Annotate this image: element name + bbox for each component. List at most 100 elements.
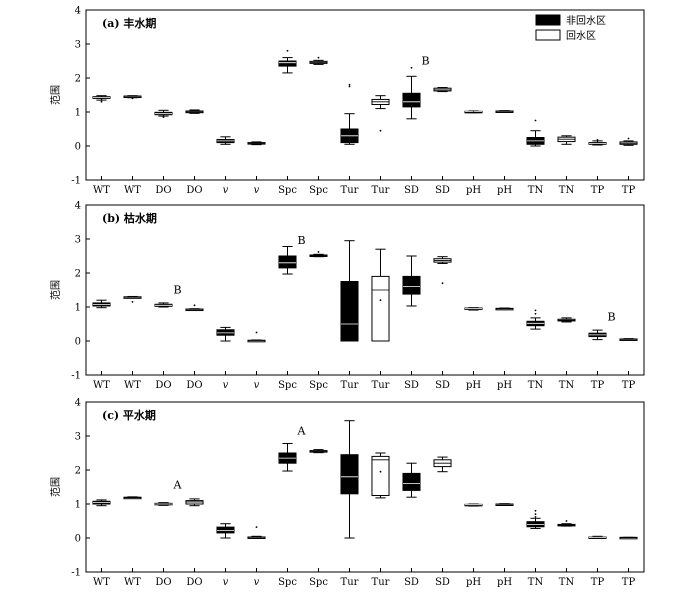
outlier-point <box>410 66 413 69</box>
y-tick-label: 0 <box>75 534 81 545</box>
category-label: TN <box>528 185 544 196</box>
category-label: pH <box>466 380 481 391</box>
box-12 <box>464 503 483 507</box>
significance-letter: A <box>297 424 307 437</box>
outlier-point <box>441 282 444 285</box>
category-label: TP <box>591 380 605 391</box>
chart-panel-1: -1 0 1 2 3 4 范围 (a) 丰水期 WT WT DO DO v v Spc Spc Tur Tur SD… <box>49 6 645 196</box>
category-label: SD <box>435 380 450 391</box>
box-1 <box>123 295 142 303</box>
panel-title: (b) 枯水期 <box>102 211 157 225</box>
box-6 <box>278 245 297 275</box>
category-label: WT <box>93 380 110 391</box>
box-9 <box>371 95 390 132</box>
box-6 <box>278 49 297 74</box>
box-13 <box>495 110 514 113</box>
category-label: WT <box>124 185 141 196</box>
box-11 <box>433 256 452 285</box>
category-label: Tur <box>341 577 359 588</box>
legend-swatch <box>535 29 561 41</box>
outlier-point <box>317 56 320 59</box>
outlier-point <box>379 470 382 473</box>
category-label: DO <box>155 380 171 391</box>
category-label: Spc <box>278 380 297 391</box>
box-14 <box>526 509 545 529</box>
y-axis-label: 范围 <box>49 280 62 300</box>
box-16 <box>588 535 607 539</box>
box-11 <box>433 87 452 93</box>
category-label: Spc <box>309 185 328 196</box>
category-label: DO <box>186 577 202 588</box>
category-label: TN <box>559 577 575 588</box>
chart-panel-3: -1 0 1 2 3 4 范围 (c) 平水期 WT WT DO DO v v Spc Spc Tur Tur SD… <box>49 398 645 588</box>
legend-label: 回水区 <box>566 30 596 42</box>
outlier-point <box>131 301 134 303</box>
outlier-point <box>379 299 382 302</box>
category-label: Tur <box>372 185 390 196</box>
box-17 <box>619 338 638 341</box>
box-body <box>340 454 359 495</box>
outlier-point <box>255 331 258 334</box>
category-label: SD <box>404 380 419 391</box>
significance-letter: B <box>607 311 615 324</box>
y-tick-label: 3 <box>75 432 81 443</box>
outlier-point <box>596 138 599 141</box>
box-12 <box>464 110 483 114</box>
box-body <box>402 472 421 491</box>
category-label: TP <box>591 577 605 588</box>
box-8 <box>340 240 359 342</box>
category-label: Spc <box>278 577 297 588</box>
box-body <box>216 526 235 534</box>
category-label: DO <box>155 577 171 588</box>
box-17 <box>619 536 638 540</box>
box-15 <box>557 317 576 323</box>
category-label: pH <box>466 185 481 196</box>
category-label: pH <box>497 577 512 588</box>
box-9 <box>371 248 390 342</box>
category-label: WT <box>93 185 110 196</box>
category-label: DO <box>186 185 202 196</box>
box-body <box>402 92 421 108</box>
significance-letter: A <box>173 479 183 492</box>
outlier-point <box>100 100 103 103</box>
category-label: TN <box>559 185 575 196</box>
y-tick-label: 0 <box>75 337 81 348</box>
y-tick-label: 3 <box>75 235 81 246</box>
box-8 <box>340 420 359 539</box>
box-0 <box>92 299 111 309</box>
outlier-point <box>379 129 382 132</box>
box-3 <box>185 498 204 507</box>
plot-frame <box>85 204 645 376</box>
category-label: Spc <box>309 577 328 588</box>
outlier-point <box>348 83 351 86</box>
category-label: pH <box>497 185 512 196</box>
outlier-point <box>131 97 134 100</box>
box-2 <box>154 302 173 308</box>
outlier-point <box>534 516 537 518</box>
category-label: Tur <box>372 380 390 391</box>
box-15 <box>557 135 576 145</box>
outlier-point <box>534 309 537 312</box>
category-label: v <box>223 577 229 588</box>
box-13 <box>495 503 514 506</box>
category-label: TP <box>622 380 636 391</box>
significance-letter: B <box>173 283 181 296</box>
category-label: TP <box>591 185 605 196</box>
box-13 <box>495 307 514 311</box>
box-4 <box>216 136 235 145</box>
category-label: Spc <box>309 380 328 391</box>
box-7 <box>309 449 328 454</box>
category-label: TN <box>528 380 544 391</box>
box-body <box>371 455 390 496</box>
box-16 <box>588 329 607 341</box>
box-5 <box>247 526 266 539</box>
box-0 <box>92 499 111 507</box>
category-label: pH <box>466 577 481 588</box>
box-9 <box>371 452 390 499</box>
box-2 <box>154 109 173 118</box>
category-label: v <box>254 185 260 196</box>
y-tick-label: 1 <box>75 303 81 314</box>
legend-swatch <box>535 14 561 26</box>
